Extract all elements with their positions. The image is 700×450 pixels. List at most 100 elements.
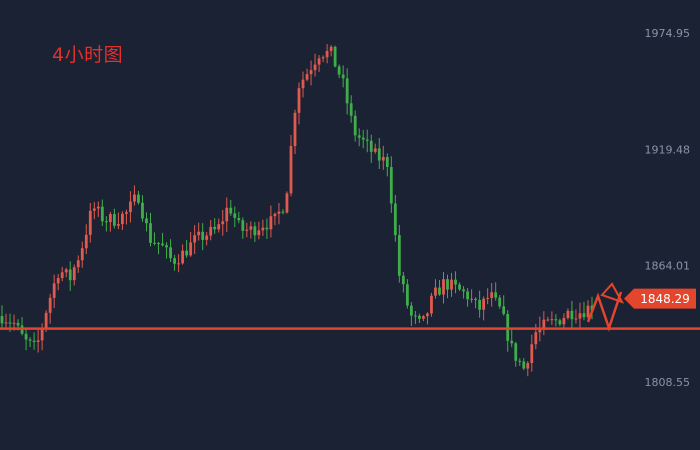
candle-body: [237, 217, 241, 221]
candle-body: [446, 279, 449, 290]
candle-body: [285, 193, 289, 213]
candle-body: [40, 327, 44, 341]
candle-body: [454, 279, 457, 285]
candle-body: [293, 112, 297, 146]
candle-body: [502, 306, 506, 314]
candle-body: [514, 343, 518, 361]
y-tick-label: 1974.95: [645, 27, 691, 40]
candle-body: [44, 312, 48, 328]
candle-body: [438, 287, 441, 295]
candle-body: [265, 227, 269, 230]
candle-body: [381, 156, 385, 161]
candle-body: [253, 226, 257, 236]
candle-body: [550, 319, 554, 321]
candle-body: [365, 139, 369, 141]
candle-body: [474, 298, 478, 300]
candle-body: [353, 115, 357, 136]
candle-body: [121, 213, 124, 225]
candle-body: [341, 74, 345, 79]
price-tag-label: 1848.29: [640, 292, 690, 306]
candle-body: [161, 243, 164, 246]
candle-body: [522, 361, 526, 369]
candle-body: [558, 320, 562, 325]
candle-body: [582, 313, 586, 318]
candle-body: [490, 292, 494, 298]
candle-body: [225, 207, 229, 222]
candle-body: [129, 201, 132, 213]
candle-body: [221, 221, 225, 225]
candle-body: [405, 284, 409, 306]
candle-body: [193, 235, 197, 243]
candle-body: [197, 231, 201, 236]
y-tick-label: 1808.55: [645, 376, 691, 389]
candle-body: [241, 220, 245, 231]
candle-body: [64, 269, 68, 273]
candle-body: [281, 211, 285, 213]
candle-body: [389, 166, 393, 204]
candle-body: [590, 305, 594, 311]
candle-body: [401, 275, 405, 285]
candle-body: [24, 333, 28, 340]
candle-body: [189, 242, 193, 256]
candle-body: [361, 137, 365, 140]
candle-body: [534, 332, 538, 345]
candle-body: [530, 344, 534, 364]
candle-body: [233, 213, 237, 218]
candle-body: [566, 310, 570, 318]
candle-body: [337, 66, 341, 75]
candle-body: [149, 223, 152, 243]
candle-body: [414, 315, 417, 317]
candle-body: [217, 224, 221, 230]
candle-body: [526, 363, 530, 369]
candle-body: [249, 226, 253, 230]
candle-body: [442, 279, 445, 295]
candle-body: [562, 317, 566, 325]
candle-body: [185, 250, 189, 256]
candle-body: [269, 216, 273, 230]
candle-body: [173, 258, 176, 264]
candle-body: [309, 70, 313, 75]
candle-body: [385, 156, 389, 167]
price-tag-bg: [624, 288, 696, 309]
candle-body: [68, 269, 72, 281]
candle-body: [482, 298, 486, 310]
candle-body: [229, 207, 233, 214]
candle-body: [510, 340, 514, 344]
candle-body: [84, 234, 88, 249]
candle-body: [317, 58, 321, 65]
candle-body: [273, 213, 277, 217]
candle-body: [32, 340, 36, 342]
candle-body: [574, 318, 578, 320]
candle-body: [213, 226, 217, 230]
candle-body: [397, 235, 401, 276]
candle-body: [0, 316, 4, 324]
candle-body: [426, 313, 429, 317]
candle-body: [462, 289, 465, 292]
candle-body: [313, 64, 317, 71]
candle-body: [345, 78, 349, 104]
candle-body: [498, 297, 502, 307]
candle-body: [245, 229, 249, 231]
candle-body: [201, 231, 205, 240]
candle-body: [478, 299, 482, 310]
candle-body: [76, 260, 80, 268]
candle-body: [542, 319, 546, 328]
timeframe-title: 4小时图: [52, 44, 124, 66]
candle-body: [578, 313, 582, 319]
candle-body: [570, 310, 574, 320]
candle-body: [418, 315, 421, 319]
candle-body: [137, 194, 140, 203]
candle-body: [28, 339, 32, 341]
candle-body: [141, 202, 144, 219]
candle-body: [297, 88, 301, 113]
candle-body: [277, 211, 281, 214]
candle-body: [56, 278, 60, 284]
candle-body: [8, 322, 12, 324]
candle-body: [422, 316, 425, 319]
candle-body: [108, 214, 112, 223]
candle-body: [52, 283, 56, 298]
candle-body: [205, 235, 209, 240]
candle-body: [116, 224, 120, 226]
projection-arrow: [586, 291, 623, 332]
